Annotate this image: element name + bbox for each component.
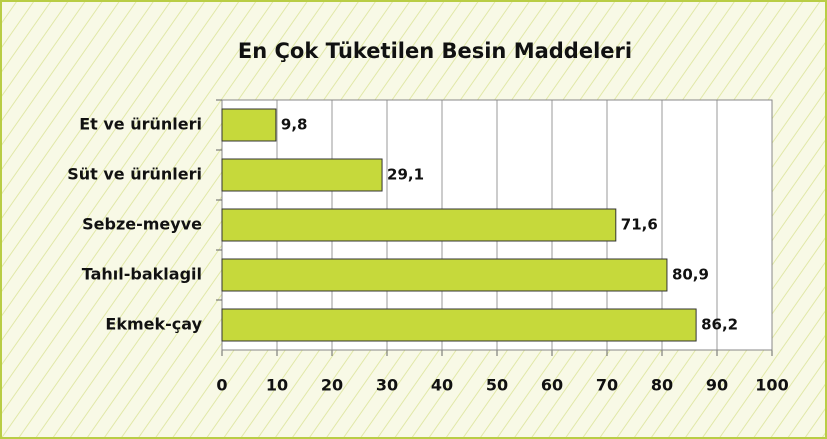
x-tick-label: 40 bbox=[431, 376, 453, 395]
x-tick-label: 70 bbox=[596, 376, 618, 395]
bar bbox=[221, 208, 617, 242]
x-tick-label: 60 bbox=[541, 376, 563, 395]
x-tick-label: 90 bbox=[706, 376, 728, 395]
data-label: 80,9 bbox=[672, 266, 709, 284]
x-tick-label: 0 bbox=[216, 376, 227, 395]
x-tick-label: 20 bbox=[321, 376, 343, 395]
data-label: 71,6 bbox=[621, 216, 658, 234]
y-tick-label: Sebze-meyve bbox=[82, 215, 202, 234]
y-tick-label: Tahıl-baklagil bbox=[82, 265, 202, 284]
bar bbox=[221, 108, 277, 142]
x-tick-label: 30 bbox=[376, 376, 398, 395]
chart-title: En Çok Tüketilen Besin Maddeleri bbox=[238, 39, 632, 63]
bar bbox=[221, 258, 668, 292]
bar bbox=[221, 308, 697, 342]
y-tick-label: Süt ve ürünleri bbox=[67, 165, 202, 184]
y-tick-label: Et ve ürünleri bbox=[79, 115, 202, 134]
x-tick-label: 100 bbox=[755, 376, 788, 395]
x-tick-label: 10 bbox=[266, 376, 288, 395]
data-label: 86,2 bbox=[701, 316, 738, 334]
bar bbox=[221, 158, 383, 192]
y-tick-label: Ekmek-çay bbox=[105, 315, 202, 334]
x-tick-label: 80 bbox=[651, 376, 673, 395]
data-label: 9,8 bbox=[281, 116, 308, 134]
data-label: 29,1 bbox=[387, 166, 424, 184]
x-tick-label: 50 bbox=[486, 376, 508, 395]
